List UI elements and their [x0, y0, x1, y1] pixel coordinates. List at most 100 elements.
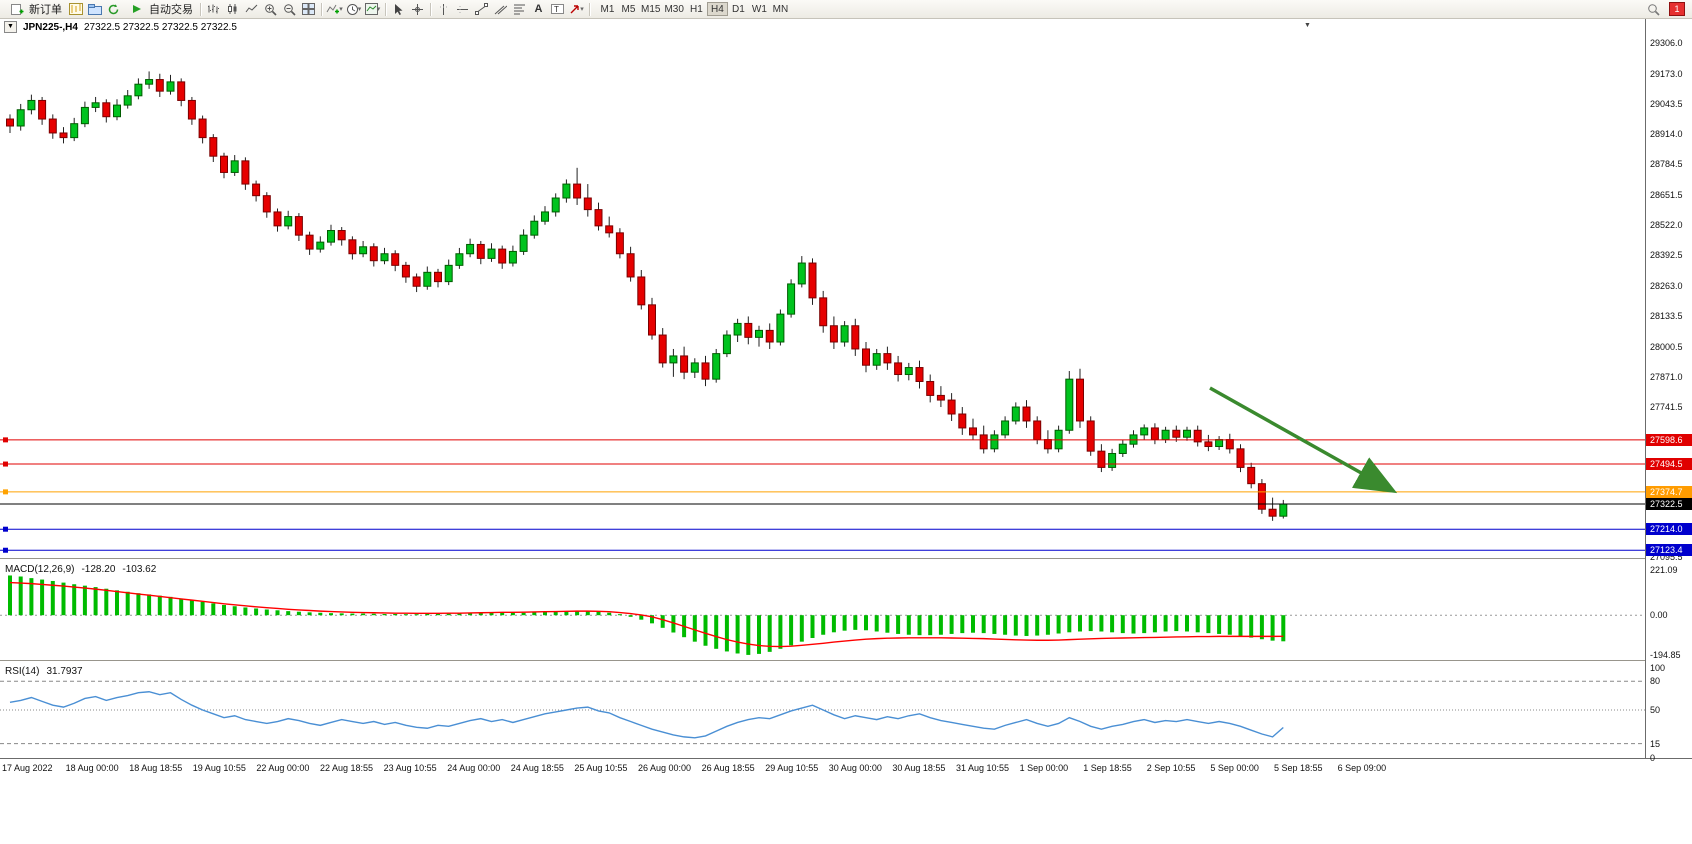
panel-divider[interactable] — [0, 558, 1692, 561]
refresh-icon[interactable] — [104, 1, 123, 17]
timeframe-button-d1[interactable]: D1 — [732, 3, 745, 15]
macd-histogram-bar — [671, 615, 676, 633]
line-chart-button[interactable] — [242, 1, 261, 17]
vertical-line-button[interactable] — [434, 1, 453, 17]
zoom-in-button[interactable] — [261, 1, 280, 17]
bar-chart-button[interactable] — [204, 1, 223, 17]
candle — [187, 99, 196, 120]
line-handle[interactable] — [3, 489, 8, 495]
price-axis-label: 28522.0 — [1650, 220, 1683, 231]
candle — [1215, 439, 1224, 448]
macd-histogram-bar — [532, 612, 537, 616]
rsi-line — [9, 691, 1284, 739]
tile-windows-button[interactable] — [299, 1, 318, 17]
chevron-down-icon: ▾ — [357, 6, 362, 13]
candle — [230, 160, 239, 173]
line-handle[interactable] — [3, 547, 8, 553]
fibonacci-button[interactable] — [510, 1, 529, 17]
rsi-panel[interactable] — [0, 662, 1645, 758]
macd-histogram-bar — [1185, 615, 1189, 632]
macd-histogram-bar — [61, 582, 66, 616]
candle — [915, 367, 924, 382]
macd-histogram-bar — [115, 590, 119, 616]
timeframe-button-m1[interactable]: M1 — [600, 3, 615, 15]
timeframe-button-w1[interactable]: W1 — [751, 3, 767, 15]
candle — [530, 220, 539, 236]
timeframe-button-mn[interactable]: MN — [772, 3, 789, 15]
trend-arrow-object[interactable] — [1209, 386, 1398, 494]
time-axis-label: 26 Aug 00:00 — [638, 763, 692, 773]
timeframe-button-h1[interactable]: H1 — [690, 3, 703, 15]
rsi-axis-label: 80 — [1650, 676, 1661, 687]
candle — [733, 322, 742, 336]
macd-histogram-bar — [1259, 615, 1264, 640]
candle — [947, 399, 956, 415]
macd-histogram-bar — [1013, 615, 1018, 636]
templates-button[interactable]: ▾ — [363, 1, 382, 17]
candle — [1204, 441, 1213, 448]
candle — [658, 334, 667, 364]
candle — [1193, 429, 1202, 443]
macd-histogram-bar — [446, 613, 451, 616]
chart-shift-marker-icon: ▼ — [1304, 22, 1311, 29]
price-axis-label: 28392.5 — [1650, 250, 1683, 261]
arrows-button[interactable]: ▾ — [567, 1, 586, 17]
text-button[interactable]: A — [534, 3, 543, 15]
panel-divider[interactable] — [0, 660, 1692, 663]
new-chart-icon[interactable] — [66, 1, 85, 17]
equidistant-channel-button[interactable] — [491, 1, 510, 17]
line-handle[interactable] — [3, 437, 8, 443]
macd-histogram-bar — [211, 603, 216, 616]
search-icon[interactable] — [1644, 1, 1663, 17]
price-scale[interactable]: 27598.6 27494.5 27374.7 27322.5 27214.0 27123… — [1645, 18, 1692, 763]
candle — [690, 362, 699, 373]
indicators-button[interactable]: ▾ — [325, 1, 344, 17]
macd-histogram-bar — [1131, 615, 1136, 634]
macd-histogram-bar — [222, 605, 226, 616]
candle — [573, 183, 582, 199]
line-handle[interactable] — [3, 461, 8, 467]
candle — [1161, 429, 1170, 441]
candle — [1108, 452, 1117, 468]
horizontal-line-button[interactable] — [453, 1, 472, 17]
macd-histogram-bar — [949, 615, 954, 634]
periods-button[interactable]: ▾ — [344, 1, 363, 17]
notification-badge[interactable]: 1 — [1669, 2, 1685, 16]
price-chart[interactable] — [0, 18, 1645, 558]
profiles-icon[interactable] — [85, 1, 104, 17]
candle — [583, 197, 592, 211]
candle — [1279, 503, 1288, 517]
candle — [894, 362, 903, 376]
new-order-button[interactable]: 新订单 — [3, 1, 66, 17]
macd-histogram-bar — [18, 576, 23, 616]
chart-window[interactable]: ▼ JPN225-,H4 27322.5 27322.5 27322.5 273… — [0, 18, 1692, 844]
line-handle[interactable] — [3, 526, 8, 532]
timeframe-button-h4[interactable]: H4 — [706, 2, 728, 16]
time-axis[interactable]: 17 Aug 2022 18 Aug 00:00 18 Aug 18:55 19 Au… — [0, 759, 1645, 844]
macd-histogram-bar — [928, 615, 933, 636]
timeframe-button-m15[interactable]: M15 — [641, 3, 661, 15]
candle — [1043, 439, 1052, 450]
candle — [669, 355, 678, 364]
time-axis-label: 5 Sep 18:55 — [1274, 763, 1323, 773]
trendline-button[interactable] — [472, 1, 491, 17]
candle — [637, 276, 646, 306]
symbol-dropdown-icon[interactable]: ▼ — [4, 21, 17, 33]
timeframe-button-m30[interactable]: M30 — [664, 3, 684, 15]
zoom-out-button[interactable] — [280, 1, 299, 17]
macd-panel[interactable] — [0, 560, 1645, 660]
macd-histogram-bar — [543, 611, 547, 616]
cursor-button[interactable] — [389, 1, 408, 17]
text-label-button[interactable]: T — [548, 1, 567, 17]
candle — [337, 230, 346, 241]
time-axis-border — [0, 758, 1692, 759]
candlestick-chart-button[interactable] — [223, 1, 242, 17]
time-axis-label: 1 Sep 18:55 — [1083, 763, 1132, 773]
time-axis-label: 25 Aug 10:55 — [574, 763, 628, 773]
candle — [48, 118, 57, 134]
timeframe-button-m5[interactable]: M5 — [621, 3, 636, 15]
toolbar: 新订单 自动交易 ▾ ▾ ▾ A T ▾ M1 M5 M15 M30 H1 H4 D1 W1 M… — [0, 0, 1692, 19]
crosshair-button[interactable] — [408, 1, 427, 17]
candle — [273, 211, 282, 227]
auto-trading-button[interactable]: 自动交易 — [123, 1, 197, 17]
